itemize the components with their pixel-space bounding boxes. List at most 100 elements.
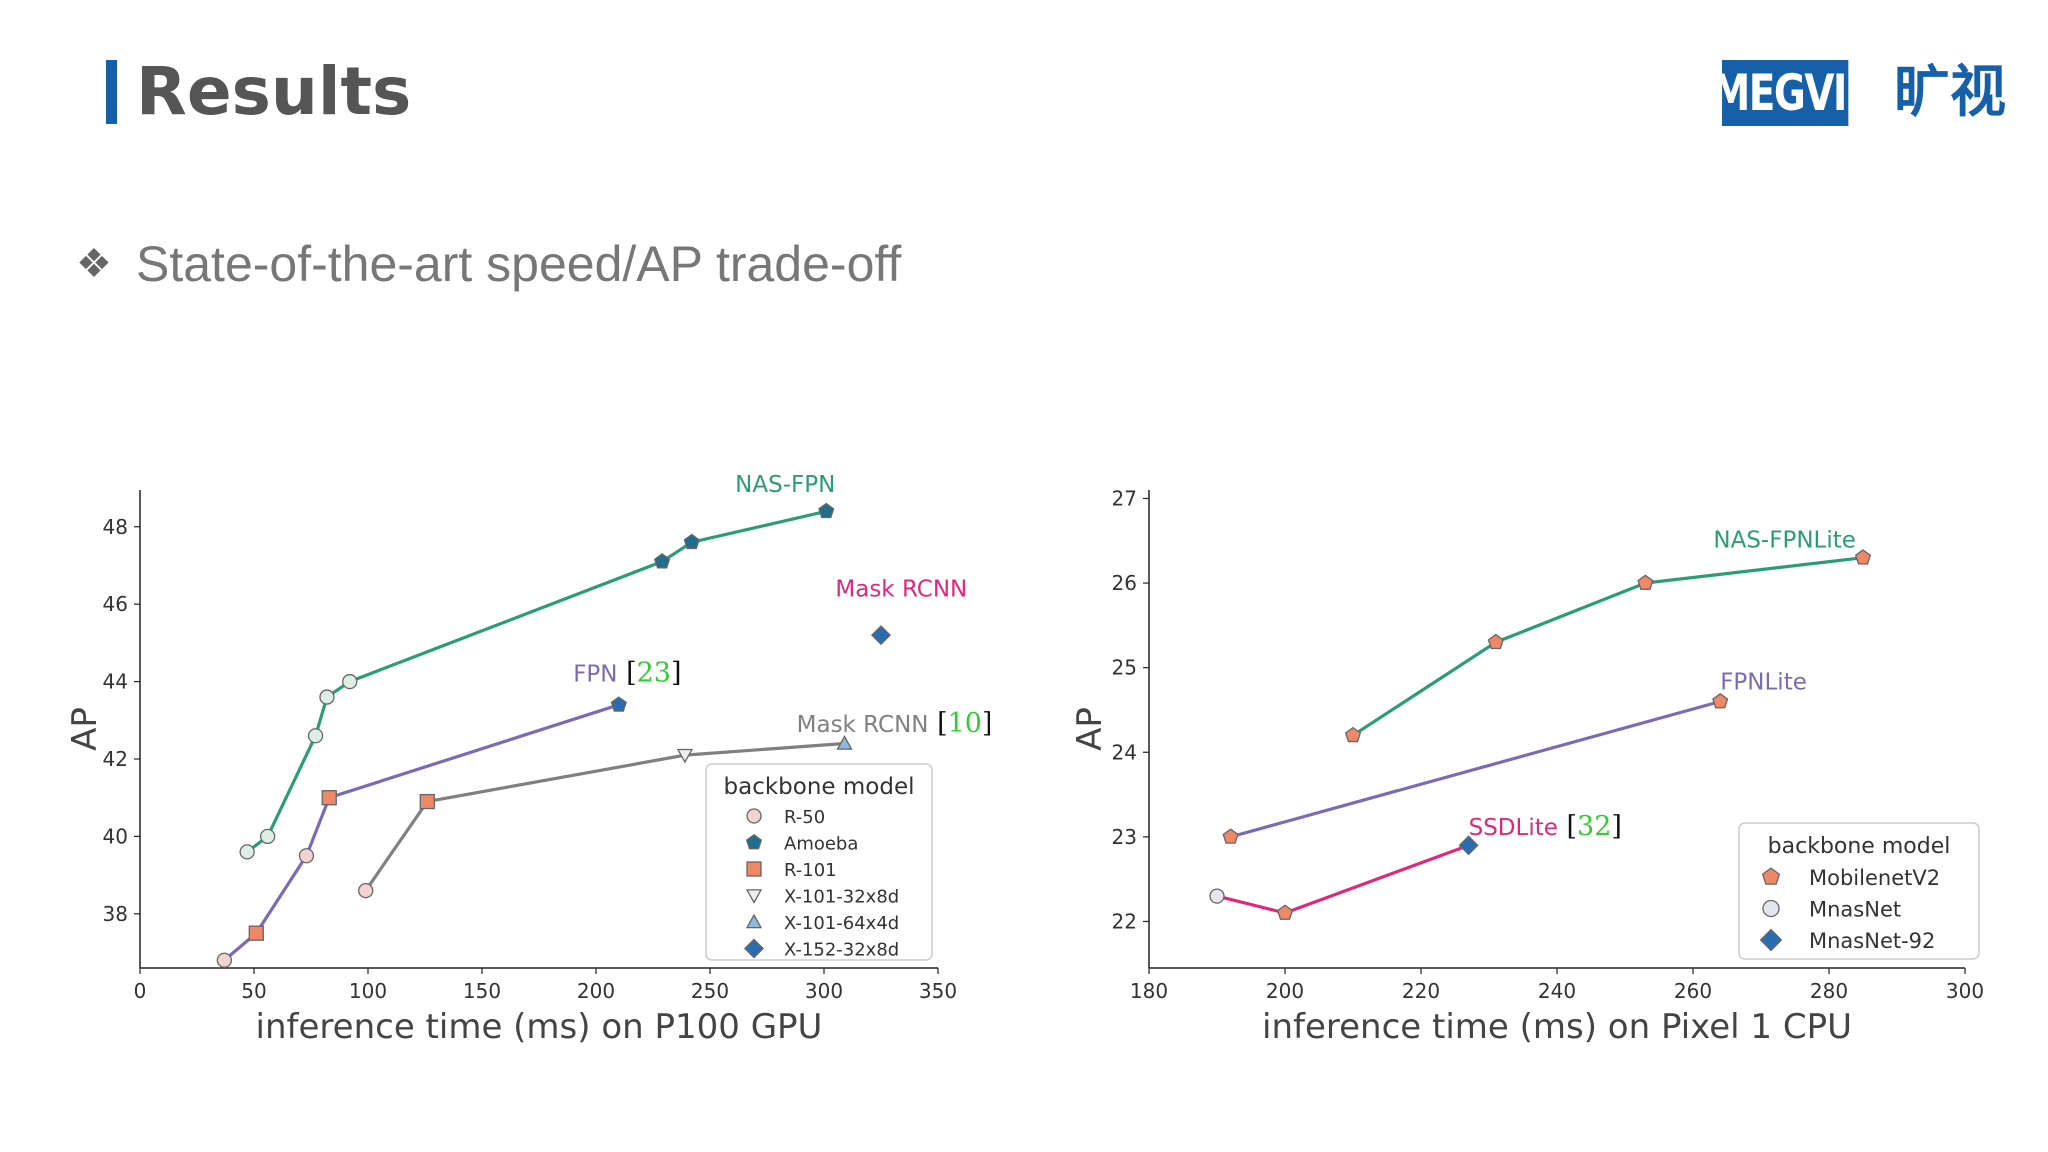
legend-marker xyxy=(1759,928,1783,952)
x-tick-label: 100 xyxy=(349,979,387,1003)
data-point-ssdlite-32 xyxy=(1276,904,1294,920)
data-point-fpn xyxy=(610,696,627,712)
legend-label: X-152-32x8d xyxy=(784,940,899,961)
x-axis-label: inference time (ms) on P100 GPU xyxy=(256,1007,823,1047)
legend-box xyxy=(705,763,933,961)
x-tick-label: 300 xyxy=(1946,979,1984,1003)
data-point-fpnlite xyxy=(1712,693,1729,709)
megvii-logo: MEGVII 旷视 xyxy=(1712,60,2006,126)
bullet-item: ❖ State-of-the-art speed/AP trade-off xyxy=(76,232,901,296)
x-tick-label: 180 xyxy=(1130,979,1168,1003)
x-tick-label: 220 xyxy=(1402,979,1440,1003)
y-tick-label: 27 xyxy=(1112,486,1137,510)
y-tick-label: 24 xyxy=(1112,740,1137,764)
title-accent-bar xyxy=(106,60,117,124)
data-point-ssdlite-32 xyxy=(1209,888,1225,904)
data-point-ssdlite-32 xyxy=(1458,835,1479,856)
legend-marker xyxy=(745,833,763,850)
data-point-mask-rcnn-10 xyxy=(419,793,435,810)
data-point-nas-fpn xyxy=(260,828,276,845)
data-point-nas-fpn xyxy=(818,502,835,519)
data-point-nas-fpn xyxy=(342,673,358,690)
series-line-fpn xyxy=(223,703,620,962)
y-tick-label: 46 xyxy=(103,592,128,616)
series-line-mask-rcnn-10 xyxy=(364,741,845,892)
legend-marker xyxy=(745,913,763,929)
data-point-nas-fpn xyxy=(319,689,335,705)
legend-title: backbone model xyxy=(724,774,915,800)
series-label: NAS-FPN xyxy=(735,472,835,498)
y-tick-label: 42 xyxy=(103,747,128,771)
data-point-nas-fpnlite xyxy=(1854,549,1872,565)
legend-label: R-101 xyxy=(784,860,837,881)
legend-label: X-101-32x8d xyxy=(784,887,899,908)
series-label: NAS-FPNLite xyxy=(1713,528,1856,554)
legend-label: MobilenetV2 xyxy=(1809,866,1940,890)
series-line-fpnlite xyxy=(1230,699,1721,839)
logo-text-en: MEGVII xyxy=(1712,60,1860,126)
series-line-ssdlite-32 xyxy=(1216,843,1470,915)
legend-label: R-50 xyxy=(784,807,825,828)
x-tick-label: 240 xyxy=(1538,979,1576,1003)
x-tick-label: 50 xyxy=(241,979,266,1003)
data-point-mask-rcnn-10 xyxy=(358,882,374,899)
y-tick-label: 25 xyxy=(1112,656,1137,680)
data-point-fpn xyxy=(298,848,315,864)
series-line-nas-fpnlite xyxy=(1352,556,1864,737)
x-tick-label: 150 xyxy=(463,979,501,1003)
y-tick-label: 26 xyxy=(1112,571,1137,595)
legend-box xyxy=(1738,822,1980,960)
series-label: FPN [23] xyxy=(573,658,681,689)
x-tick-label: 260 xyxy=(1674,979,1712,1003)
data-point-nas-fpnlite xyxy=(1344,726,1362,743)
series-label: SSDLite [32] xyxy=(1469,811,1622,842)
legend-marker xyxy=(746,861,762,877)
y-tick-label: 38 xyxy=(103,902,128,926)
data-point-fpn xyxy=(216,952,233,968)
data-point-fpnlite xyxy=(1222,828,1239,844)
data-point-nas-fpnlite xyxy=(1487,633,1504,650)
legend-marker xyxy=(743,938,765,959)
data-point-mask-rcnn xyxy=(870,625,892,646)
series-label: FPNLite xyxy=(1720,670,1807,696)
x-tick-label: 300 xyxy=(805,979,843,1003)
diamond-cluster-icon: ❖ xyxy=(76,242,112,286)
data-point-nas-fpnlite xyxy=(1637,574,1654,590)
data-point-nas-fpn xyxy=(683,533,700,550)
legend-marker xyxy=(746,808,762,824)
y-tick-label: 44 xyxy=(103,670,128,694)
data-point-fpn xyxy=(321,790,337,806)
data-point-nas-fpn xyxy=(654,553,671,569)
legend-label: Amoeba xyxy=(784,834,858,855)
chart-pixel1-cpu: 180 200 220 240 260 280 300 22 23 24 25 26 27 inferen… xyxy=(1070,486,1984,1047)
x-tick-label: 200 xyxy=(1266,979,1304,1003)
x-tick-label: 0 xyxy=(134,979,147,1003)
y-tick-label: 40 xyxy=(103,824,128,848)
legend-label: MnasNet-92 xyxy=(1809,929,1935,953)
chart-p100-gpu: 0 50 100 150 200 250 300 350 38 40 42 44 46 48 inferen… xyxy=(65,472,990,1047)
y-tick-label: 48 xyxy=(103,515,128,539)
x-tick-label: 280 xyxy=(1810,979,1848,1003)
logo-text-cn: 旷视 xyxy=(1894,60,2006,125)
page-title: Results xyxy=(136,53,412,130)
legend-marker xyxy=(1762,899,1780,918)
legend-title: backbone model xyxy=(1768,834,1951,859)
legend-label: X-101-64x4d xyxy=(784,913,899,934)
y-tick-label: 23 xyxy=(1112,825,1137,849)
y-axis-label: AP xyxy=(1070,707,1110,751)
legend-label: MnasNet xyxy=(1809,898,1901,922)
y-tick-label: 22 xyxy=(1112,909,1137,933)
x-tick-label: 200 xyxy=(577,979,615,1003)
data-point-nas-fpn xyxy=(239,844,255,860)
bullet-text: State-of-the-art speed/AP trade-off xyxy=(136,236,902,292)
legend-marker xyxy=(745,889,763,904)
x-axis-label: inference time (ms) on Pixel 1 CPU xyxy=(1262,1007,1852,1047)
data-point-nas-fpn xyxy=(307,728,324,744)
y-axis-label: AP xyxy=(65,707,105,751)
legend-marker xyxy=(1761,867,1781,885)
x-tick-label: 250 xyxy=(691,979,729,1003)
series-label: Mask RCNN [10] xyxy=(797,708,990,739)
data-point-fpn xyxy=(248,925,264,941)
series-label: Mask RCNN xyxy=(835,576,967,602)
data-point-mask-rcnn-10 xyxy=(836,735,853,750)
